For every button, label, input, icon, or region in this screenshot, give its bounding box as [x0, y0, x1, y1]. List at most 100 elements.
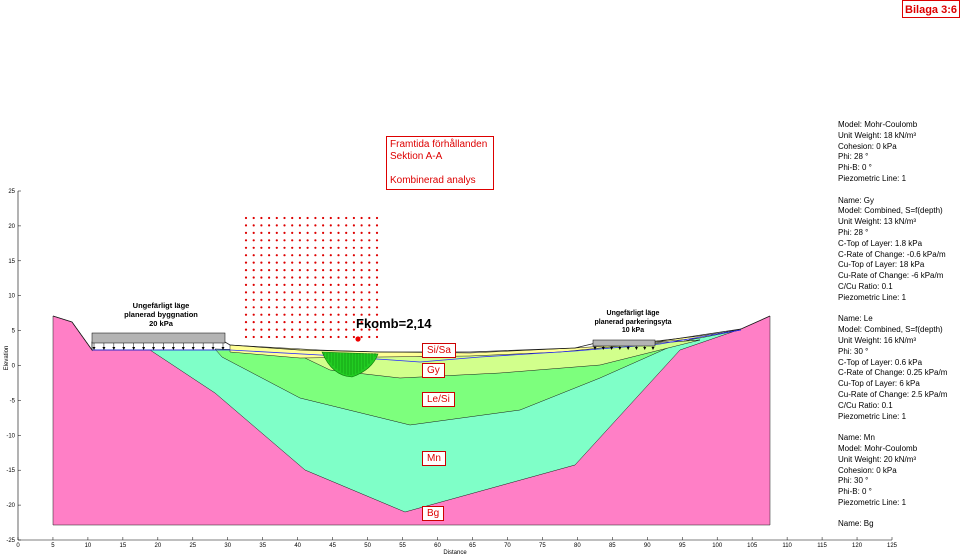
- title-line: [390, 163, 490, 175]
- grid-point: [360, 246, 363, 249]
- note-line: planerad parkeringsyta: [594, 318, 672, 326]
- grid-point: [322, 224, 325, 227]
- grid-point: [368, 276, 371, 279]
- y-tick-label: -15: [6, 468, 15, 474]
- grid-point: [244, 276, 248, 279]
- grid-point: [314, 261, 317, 264]
- grid-point: [291, 239, 294, 242]
- grid-point: [375, 321, 379, 324]
- y-tick-label: 25: [8, 189, 15, 195]
- grid-point: [375, 224, 379, 227]
- grid-point: [252, 276, 255, 279]
- grid-point: [329, 231, 332, 234]
- grid-point: [306, 246, 309, 249]
- grid-point: [352, 269, 355, 272]
- grid-point: [306, 224, 309, 227]
- grid-point: [375, 313, 379, 316]
- grid-point: [298, 254, 301, 257]
- grid-point: [268, 291, 271, 294]
- grid-point: [345, 328, 348, 331]
- x-tick-label: 80: [574, 543, 581, 549]
- grid-point: [298, 335, 301, 339]
- load-arrow-head: [221, 347, 225, 350]
- parking-note: Ungefärligt läge planerad parkeringsyta …: [573, 310, 693, 336]
- grid-point: [360, 239, 363, 242]
- grid-point: [268, 298, 271, 301]
- legend-line: Piezometric Line: 1: [838, 292, 907, 302]
- grid-point: [275, 291, 278, 294]
- grid-point: [314, 321, 317, 324]
- load-arrow-head: [201, 347, 205, 350]
- legend-line: Phi: 28 °: [838, 227, 869, 237]
- grid-point: [244, 313, 248, 316]
- parking-load: [592, 339, 656, 347]
- grid-point: [314, 298, 317, 301]
- grid-point: [360, 216, 363, 220]
- grid-point: [360, 313, 363, 316]
- grid-point: [268, 321, 271, 324]
- load-arrow-head: [132, 347, 136, 350]
- grid-point: [283, 276, 286, 279]
- grid-point: [306, 306, 309, 309]
- legend-line: C-Top of Layer: 1.8 kPa: [838, 238, 923, 248]
- legend-line: Piezometric Line: 1: [838, 497, 907, 507]
- legend-line: Cu-Rate of Change: -6 kPa/m: [838, 271, 944, 281]
- grid-point: [345, 298, 348, 301]
- grid-point: [252, 254, 255, 257]
- grid-point: [314, 328, 317, 331]
- legend-line: Unit Weight: 16 kN/m³: [838, 335, 917, 345]
- load-arrow-head: [122, 347, 126, 350]
- grid-point: [375, 276, 379, 279]
- grid-point: [260, 231, 263, 234]
- x-tick-label: 15: [120, 543, 127, 549]
- grid-point: [291, 283, 294, 286]
- grid-point: [306, 335, 309, 339]
- grid-point: [345, 291, 348, 294]
- grid-point: [244, 298, 248, 301]
- grid-point: [275, 298, 278, 301]
- grid-point: [368, 291, 371, 294]
- x-tick-label: 10: [85, 543, 92, 549]
- legend-line: Cu-Top of Layer: 18 kPa: [838, 260, 925, 270]
- appendix-badge: Bilaga 3:6: [902, 0, 960, 18]
- grid-point: [352, 224, 355, 227]
- grid-point: [252, 231, 255, 234]
- grid-point: [345, 321, 348, 324]
- grid-point: [322, 231, 325, 234]
- grid-point: [329, 276, 332, 279]
- x-tick-label: 100: [712, 543, 723, 549]
- load-arrow-head: [618, 347, 622, 350]
- grid-point: [291, 328, 294, 331]
- grid-point: [314, 246, 317, 249]
- grid-point: [352, 239, 355, 242]
- load-arrows: [92, 343, 655, 350]
- grid-point: [345, 231, 348, 234]
- grid-point: [275, 231, 278, 234]
- grid-point: [375, 254, 379, 257]
- grid-point: [306, 216, 309, 220]
- note-line: Ungefärligt läge: [132, 301, 190, 310]
- grid-point: [337, 231, 340, 234]
- x-tick-label: 115: [817, 543, 827, 549]
- grid-point: [291, 246, 294, 249]
- grid-point: [368, 224, 371, 227]
- grid-point: [275, 269, 278, 272]
- grid-point: [252, 298, 255, 301]
- grid-point: [268, 224, 271, 227]
- grid-point: [337, 276, 340, 279]
- grid-point: [260, 216, 263, 220]
- load-arrow-head: [181, 347, 185, 350]
- grid-point: [252, 224, 255, 227]
- grid-point: [345, 313, 348, 316]
- grid-point: [260, 224, 263, 227]
- legend-line: Name: Bg: [838, 519, 874, 529]
- grid-point: [337, 246, 340, 249]
- grid-point: [345, 246, 348, 249]
- grid-point: [329, 298, 332, 301]
- legend-line: Name: Gy: [838, 195, 875, 205]
- load-arrow-head: [651, 347, 655, 350]
- grid-point: [352, 335, 355, 339]
- grid-point: [298, 261, 301, 264]
- grid-point: [260, 321, 263, 324]
- grid-point: [268, 246, 271, 249]
